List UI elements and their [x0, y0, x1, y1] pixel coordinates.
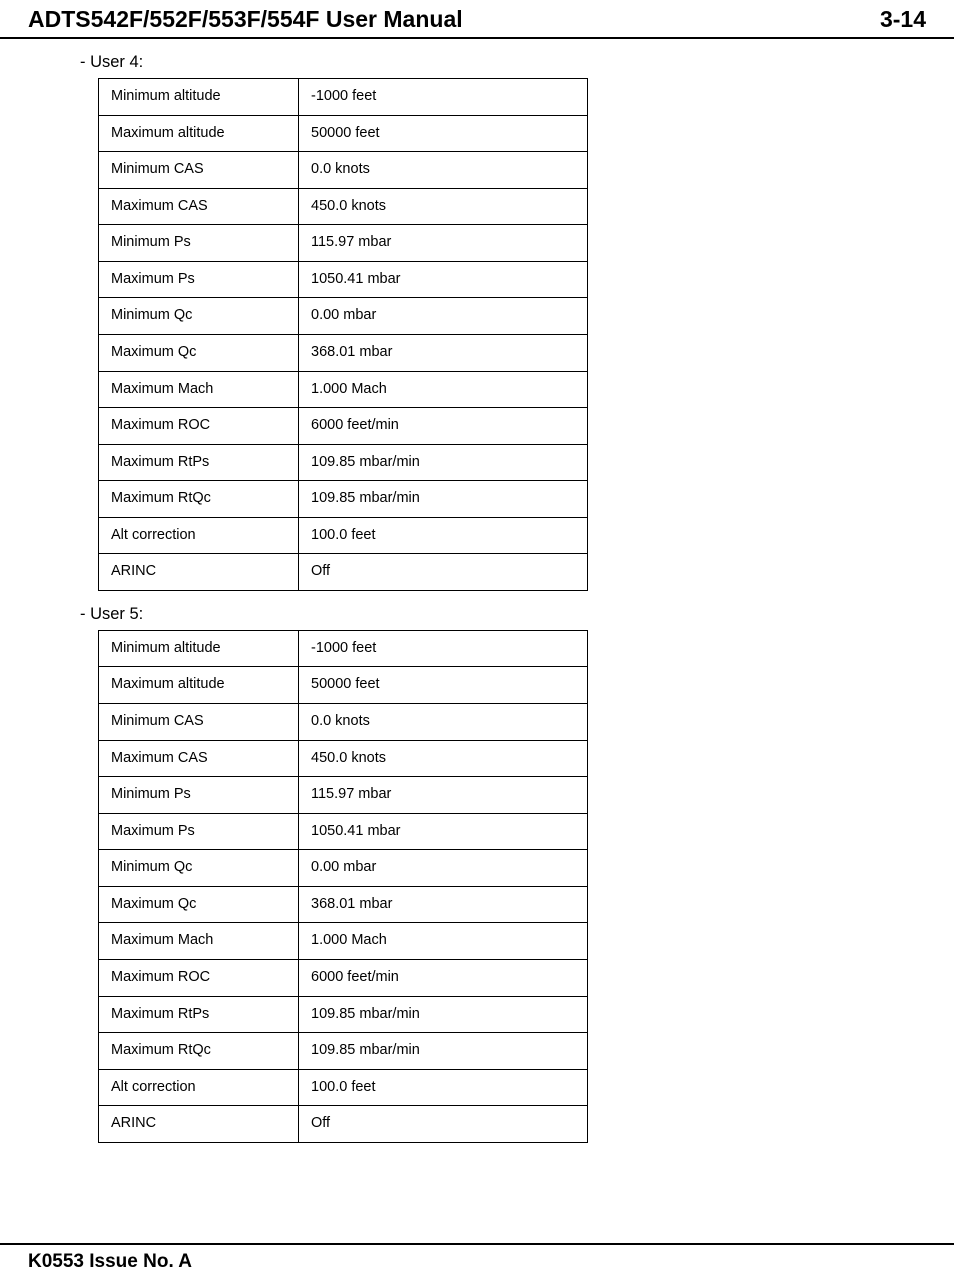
param-cell: Maximum Qc	[99, 886, 299, 923]
param-cell: Maximum RtQc	[99, 481, 299, 518]
table-row: Maximum Mach1.000 Mach	[99, 923, 588, 960]
table-row: Maximum altitude50000 feet	[99, 115, 588, 152]
table-row: Minimum Qc0.00 mbar	[99, 850, 588, 887]
value-cell: 50000 feet	[299, 667, 588, 704]
table-row: Maximum RtQc109.85 mbar/min	[99, 1033, 588, 1070]
page-header: ADTS542F/552F/553F/554F User Manual 3-14	[0, 0, 954, 39]
value-cell: 1.000 Mach	[299, 371, 588, 408]
value-cell: 100.0 feet	[299, 517, 588, 554]
table-row: Maximum RtPs109.85 mbar/min	[99, 444, 588, 481]
section-label-user4: - User 4:	[80, 53, 874, 72]
param-cell: Minimum Ps	[99, 777, 299, 814]
param-cell: Minimum Qc	[99, 850, 299, 887]
value-cell: -1000 feet	[299, 79, 588, 116]
value-cell: 100.0 feet	[299, 1069, 588, 1106]
table-row: Minimum CAS0.0 knots	[99, 152, 588, 189]
value-cell: 0.00 mbar	[299, 850, 588, 887]
param-cell: Minimum Qc	[99, 298, 299, 335]
param-cell: Minimum altitude	[99, 630, 299, 667]
value-cell: 6000 feet/min	[299, 408, 588, 445]
param-cell: Maximum ROC	[99, 959, 299, 996]
value-cell: 115.97 mbar	[299, 225, 588, 262]
value-cell: 109.85 mbar/min	[299, 1033, 588, 1070]
param-cell: Minimum CAS	[99, 704, 299, 741]
table-user5-body: Minimum altitude-1000 feetMaximum altitu…	[99, 630, 588, 1142]
value-cell: 109.85 mbar/min	[299, 996, 588, 1033]
page-number: 3-14	[880, 6, 926, 33]
table-row: Maximum RtPs109.85 mbar/min	[99, 996, 588, 1033]
param-cell: Maximum Qc	[99, 334, 299, 371]
param-cell: Maximum altitude	[99, 115, 299, 152]
param-cell: Maximum RtPs	[99, 996, 299, 1033]
table-row: Minimum Ps115.97 mbar	[99, 225, 588, 262]
table-user4: Minimum altitude-1000 feetMaximum altitu…	[98, 78, 588, 591]
value-cell: 450.0 knots	[299, 740, 588, 777]
param-cell: Maximum RtPs	[99, 444, 299, 481]
table-row: Maximum CAS450.0 knots	[99, 740, 588, 777]
table-row: Maximum Qc368.01 mbar	[99, 334, 588, 371]
table-row: Minimum Ps115.97 mbar	[99, 777, 588, 814]
table-row: Alt correction100.0 feet	[99, 517, 588, 554]
table-row: Maximum Ps1050.41 mbar	[99, 261, 588, 298]
value-cell: Off	[299, 1106, 588, 1143]
table-row: Minimum altitude-1000 feet	[99, 79, 588, 116]
value-cell: 115.97 mbar	[299, 777, 588, 814]
table-row: Maximum Ps1050.41 mbar	[99, 813, 588, 850]
table-row: Maximum ROC6000 feet/min	[99, 408, 588, 445]
table-row: Maximum Qc368.01 mbar	[99, 886, 588, 923]
page-content: - User 4: Minimum altitude-1000 feetMaxi…	[0, 39, 954, 1143]
param-cell: Maximum Ps	[99, 813, 299, 850]
table-row: Alt correction100.0 feet	[99, 1069, 588, 1106]
value-cell: 0.0 knots	[299, 152, 588, 189]
table-row: ARINCOff	[99, 1106, 588, 1143]
value-cell: 6000 feet/min	[299, 959, 588, 996]
value-cell: 1050.41 mbar	[299, 813, 588, 850]
table-row: Maximum RtQc109.85 mbar/min	[99, 481, 588, 518]
value-cell: 368.01 mbar	[299, 886, 588, 923]
param-cell: Alt correction	[99, 1069, 299, 1106]
table-row: Maximum ROC6000 feet/min	[99, 959, 588, 996]
param-cell: Maximum CAS	[99, 740, 299, 777]
value-cell: 368.01 mbar	[299, 334, 588, 371]
param-cell: Maximum CAS	[99, 188, 299, 225]
table-row: Maximum CAS450.0 knots	[99, 188, 588, 225]
value-cell: 0.0 knots	[299, 704, 588, 741]
param-cell: ARINC	[99, 1106, 299, 1143]
value-cell: -1000 feet	[299, 630, 588, 667]
table-row: ARINCOff	[99, 554, 588, 591]
value-cell: 1050.41 mbar	[299, 261, 588, 298]
table-row: Maximum altitude50000 feet	[99, 667, 588, 704]
value-cell: 109.85 mbar/min	[299, 481, 588, 518]
table-row: Minimum Qc0.00 mbar	[99, 298, 588, 335]
document-title: ADTS542F/552F/553F/554F User Manual	[28, 6, 463, 33]
section-label-user5: - User 5:	[80, 605, 874, 624]
param-cell: Maximum RtQc	[99, 1033, 299, 1070]
table-row: Minimum altitude-1000 feet	[99, 630, 588, 667]
param-cell: Maximum Mach	[99, 923, 299, 960]
param-cell: Maximum altitude	[99, 667, 299, 704]
issue-number: K0553 Issue No. A	[28, 1251, 926, 1273]
param-cell: ARINC	[99, 554, 299, 591]
value-cell: 0.00 mbar	[299, 298, 588, 335]
param-cell: Minimum Ps	[99, 225, 299, 262]
value-cell: 1.000 Mach	[299, 923, 588, 960]
table-row: Maximum Mach1.000 Mach	[99, 371, 588, 408]
value-cell: 50000 feet	[299, 115, 588, 152]
table-user5: Minimum altitude-1000 feetMaximum altitu…	[98, 630, 588, 1143]
page-footer: K0553 Issue No. A	[0, 1243, 954, 1273]
param-cell: Minimum altitude	[99, 79, 299, 116]
value-cell: 450.0 knots	[299, 188, 588, 225]
table-row: Minimum CAS0.0 knots	[99, 704, 588, 741]
value-cell: Off	[299, 554, 588, 591]
page: ADTS542F/552F/553F/554F User Manual 3-14…	[0, 0, 954, 1287]
value-cell: 109.85 mbar/min	[299, 444, 588, 481]
table-user4-body: Minimum altitude-1000 feetMaximum altitu…	[99, 79, 588, 591]
param-cell: Maximum Ps	[99, 261, 299, 298]
param-cell: Alt correction	[99, 517, 299, 554]
param-cell: Minimum CAS	[99, 152, 299, 189]
param-cell: Maximum Mach	[99, 371, 299, 408]
param-cell: Maximum ROC	[99, 408, 299, 445]
